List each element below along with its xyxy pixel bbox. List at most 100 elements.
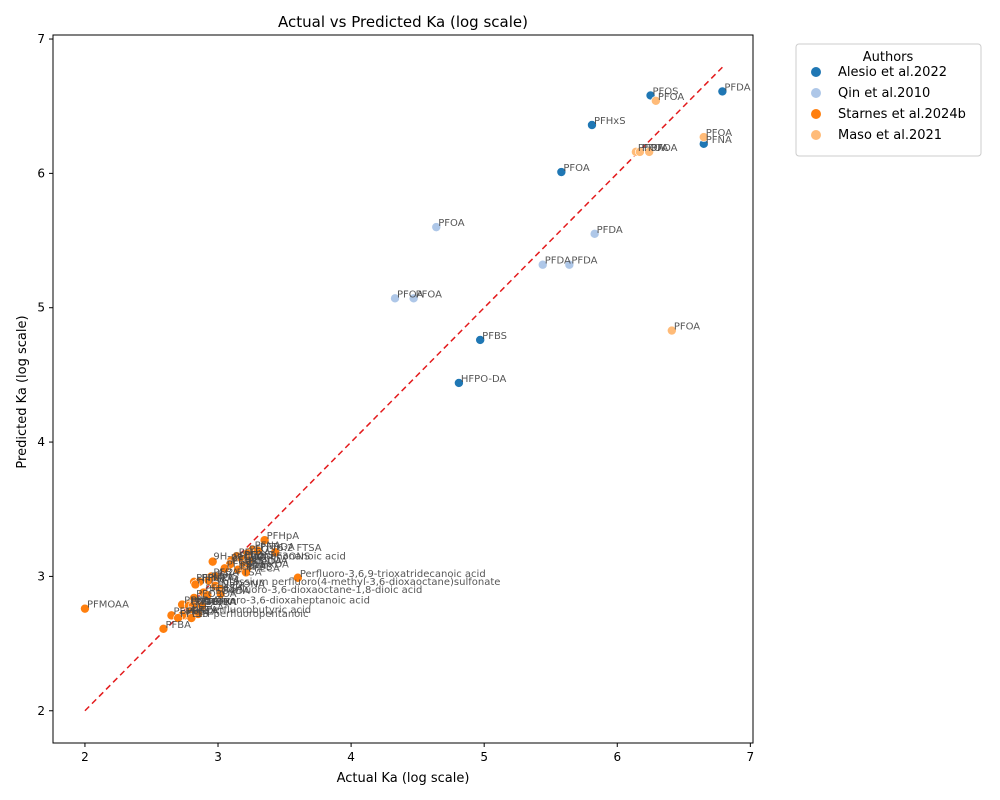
point-label: PFDA <box>724 82 750 93</box>
point-label: TFA <box>199 605 218 616</box>
scatter-point <box>215 589 226 599</box>
scatter-point <box>589 229 600 239</box>
point-label: PFECA <box>192 602 224 613</box>
point-label: PFOA <box>438 218 464 229</box>
point-label: 4:2 FTSA <box>217 567 261 578</box>
scatter-point <box>587 120 597 130</box>
point-label: PFECA <box>187 606 219 617</box>
point-label: PFPrA <box>191 596 220 607</box>
scatter-point <box>390 293 400 304</box>
y-axis-title: Predicted Ka (log scale) <box>15 315 30 468</box>
point-label: PFOA <box>651 143 677 154</box>
legend-entries: Alesio et al.2022 Qin et al.2010 Starnes e… <box>811 65 966 143</box>
point-label: PFMPA <box>201 573 234 584</box>
legend-title: Authors <box>863 50 914 65</box>
legend-entry-label: Qin et al.2010 <box>838 86 930 101</box>
point-label: NaDONA <box>221 580 265 591</box>
point-label: PFBS <box>227 559 252 570</box>
annotation-label: Perfluoro-3,6-dioxaoctane-1,8-dioic acid <box>223 585 423 596</box>
point-label: PFHxA <box>239 547 271 558</box>
point-label: PFPrS <box>211 571 239 582</box>
scatter-point <box>408 293 419 304</box>
point-label: PFBA <box>213 567 239 578</box>
scatter-point <box>80 603 90 614</box>
legend-entry-label: Alesio et al.2022 <box>838 65 947 80</box>
point-label: PFOA <box>397 289 423 300</box>
point-label: PFOS <box>653 86 679 97</box>
scatter-point <box>253 546 263 556</box>
data-points <box>80 86 728 634</box>
point-label: PFMeS <box>173 606 206 617</box>
point-label: GenX <box>204 597 231 608</box>
point-label: PFOA <box>674 322 700 333</box>
point-label: PFOA <box>638 143 664 154</box>
scatter-point <box>158 624 169 634</box>
point-label: PFOA <box>563 163 589 174</box>
annotation-label: 4H-perfluorobutyric acid <box>189 605 311 616</box>
annotation-label: 9H-perfluorononanoic acid <box>213 551 345 562</box>
x-axis-title: Actual Ka (log scale) <box>337 771 470 786</box>
point-label: PFOA <box>658 92 684 103</box>
annotation-label: Perfluoro-3,6,9-trioxatridecanoic acid <box>300 569 486 580</box>
scatter-point <box>454 378 464 388</box>
y-tick-label: 3 <box>37 569 45 583</box>
point-label: PFNA <box>706 135 732 146</box>
scatter-point <box>270 547 281 558</box>
point-label: PFO3OA <box>196 589 237 600</box>
scatter-point <box>293 572 303 583</box>
y-tick-label: 6 <box>37 166 45 180</box>
point-label: HFPO-DA <box>461 374 507 385</box>
y-tick-label: 7 <box>37 32 45 46</box>
scatter-point <box>219 563 230 574</box>
point-label: PFOS <box>249 545 275 556</box>
legend-entry-label: Starnes et al.2024b <box>838 107 966 122</box>
point-label: PFBA <box>165 620 191 631</box>
legend: Authors Alesio et al.2022 Qin et al.2010 S… <box>795 43 982 157</box>
point-label: PFTrDA <box>260 542 295 553</box>
scatter-point <box>475 335 485 345</box>
x-axis: 2 3 4 5 6 7 <box>81 743 754 764</box>
plot-frame <box>52 34 754 744</box>
point-labels: PFDAPFOSPFHxSPFNAPFOAPFBSHFPO-DAPFOAPFDA… <box>87 82 751 630</box>
scatter-point <box>203 575 214 586</box>
legend-box <box>795 43 982 157</box>
scatter-point <box>651 96 661 106</box>
x-tick-label: 3 <box>214 750 222 764</box>
point-label: PFUnDA <box>248 555 288 566</box>
point-label: PFBA <box>184 596 210 607</box>
x-tick-label: 5 <box>480 750 488 764</box>
point-label: PFOA <box>706 128 732 139</box>
scatter-point <box>537 259 548 270</box>
annotation-label: Potassium perfluoro(4-methyl-3,6-dioxaoc… <box>217 577 500 588</box>
scatter-point <box>173 613 183 623</box>
scatter-point <box>241 567 251 578</box>
scatter-point <box>186 613 197 623</box>
point-label: PFEESA <box>205 584 243 595</box>
legend-marker <box>811 67 821 77</box>
point-label: 9Cl-PF3ONS <box>251 551 311 562</box>
scatter-point <box>207 556 218 567</box>
point-label: PFHxS <box>594 116 626 127</box>
point-label: HFPO-TA <box>197 575 239 586</box>
legend-marker <box>811 88 821 98</box>
chart-title: Actual vs Predicted Ka (log scale) <box>278 13 528 31</box>
point-label: PFDoA <box>233 551 266 562</box>
annotations: 9H-perfluorononanoic acid Perfluoro-3,6,9… <box>189 551 500 620</box>
scatter-point <box>635 147 645 157</box>
point-label: PFHpA <box>267 531 300 542</box>
point-label: PFOA <box>416 289 442 300</box>
point-label: PFDS <box>247 562 273 573</box>
scatter-point <box>190 579 201 590</box>
scatter-point <box>259 535 270 545</box>
legend-marker <box>811 130 821 140</box>
y-tick-label: 4 <box>37 435 45 449</box>
scatter-point <box>717 86 728 97</box>
y-tick-label: 5 <box>37 301 45 315</box>
x-tick-label: 7 <box>747 750 755 764</box>
point-label: PFEtS <box>180 609 208 620</box>
point-label: PFHxS <box>232 555 264 566</box>
y-tick-label: 2 <box>37 704 45 718</box>
y-axis: 2 3 4 5 6 7 <box>37 32 53 718</box>
